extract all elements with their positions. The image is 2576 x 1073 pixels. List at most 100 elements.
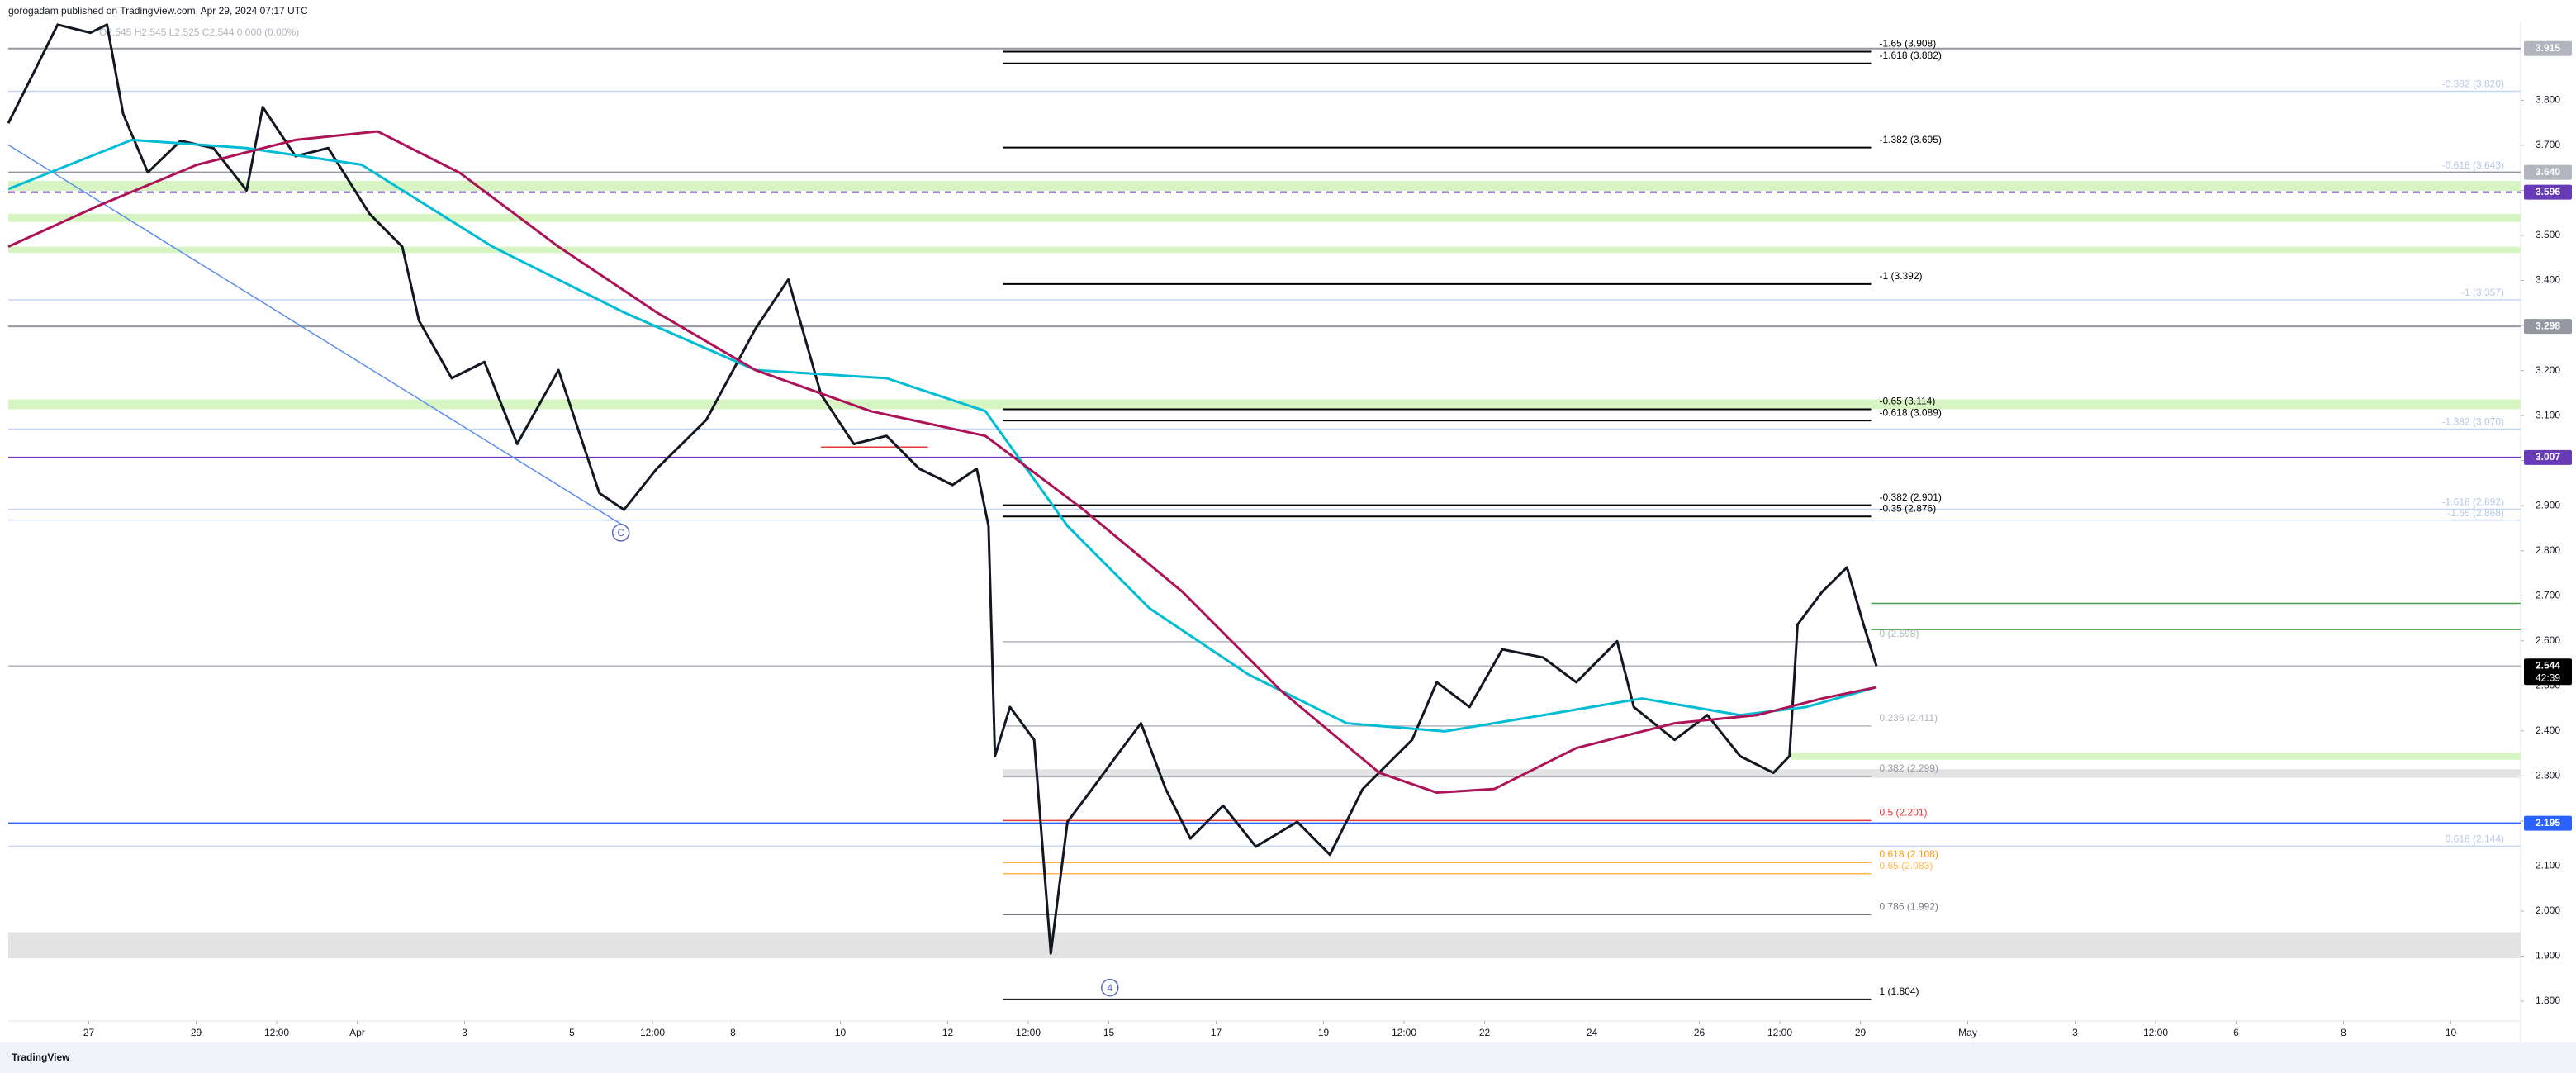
price-box bbox=[2524, 164, 2572, 180]
x-tick-label: 12:00 bbox=[1016, 1027, 1041, 1038]
price-box bbox=[2524, 319, 2572, 335]
y-tick-label: 3.100 bbox=[2536, 409, 2560, 420]
x-tick-label: 6 bbox=[2233, 1027, 2239, 1038]
level-note: 0.618 (2.144) bbox=[2446, 833, 2504, 845]
y-tick-label: 1.900 bbox=[2536, 950, 2560, 961]
x-tick-label: 15 bbox=[1103, 1027, 1115, 1038]
fib-label: 0.382 (2.299) bbox=[1880, 762, 1938, 774]
fib-label: -0.618 (3.089) bbox=[1880, 406, 1942, 418]
annotation-circle bbox=[1101, 978, 1119, 997]
x-tick-label: 10 bbox=[835, 1027, 847, 1038]
fib-label: 0.786 (1.992) bbox=[1880, 900, 1938, 912]
y-tick-label: 3.400 bbox=[2536, 274, 2560, 286]
zone bbox=[8, 246, 2521, 254]
x-tick-label: 10 bbox=[2446, 1027, 2457, 1038]
y-tick-label: 2.300 bbox=[2536, 770, 2560, 781]
fib-label: 0.5 (2.201) bbox=[1880, 807, 1928, 819]
ohlc: O2.545 H2.545 L2.525 C2.544 0.000 (0.00%… bbox=[99, 26, 299, 38]
y-tick-label: 3.700 bbox=[2536, 139, 2560, 150]
y-tick-label: 1.800 bbox=[2536, 995, 2560, 1006]
publisher: gorogadam published on TradingView.com, … bbox=[8, 5, 308, 17]
level-note: -1 (3.357) bbox=[2461, 287, 2504, 298]
x-tick-label: 3 bbox=[2072, 1027, 2078, 1038]
fib-label: -1.618 (3.882) bbox=[1880, 50, 1942, 61]
x-tick-label: 12:00 bbox=[264, 1027, 289, 1038]
price-box bbox=[2524, 184, 2572, 200]
fib-label: 0.236 (2.411) bbox=[1880, 712, 1938, 724]
price-box bbox=[2524, 658, 2572, 686]
level-note: -0.618 (3.643) bbox=[2442, 159, 2504, 171]
price-box-label: 3.596 bbox=[2536, 186, 2560, 197]
x-tick-label: 17 bbox=[1211, 1027, 1222, 1038]
fib-label: -0.65 (3.114) bbox=[1880, 396, 1936, 407]
price-box-label: 3.915 bbox=[2536, 42, 2560, 54]
price-box-label: 2.195 bbox=[2536, 817, 2560, 828]
y-tick-label: 2.900 bbox=[2536, 499, 2560, 510]
zone bbox=[8, 213, 2521, 222]
x-tick-label: 29 bbox=[191, 1027, 202, 1038]
y-tick-label: 2.400 bbox=[2536, 724, 2560, 736]
level-note: -1.618 (2.892) bbox=[2442, 496, 2504, 508]
price-line bbox=[7, 23, 1878, 955]
zone bbox=[8, 399, 2521, 410]
zone bbox=[1791, 753, 2521, 760]
level-note: -0.382 (3.820) bbox=[2442, 78, 2504, 90]
price-box-label: 3.298 bbox=[2536, 320, 2560, 331]
countdown: 42:39 bbox=[2536, 672, 2560, 683]
y-tick-label: 2.700 bbox=[2536, 589, 2560, 601]
fib-label: 1 (1.804) bbox=[1880, 985, 1919, 997]
fib-label: -1.382 (3.695) bbox=[1880, 134, 1942, 145]
fib-label: -1 (3.392) bbox=[1880, 270, 1923, 282]
price-box-label: 3.007 bbox=[2536, 451, 2560, 463]
zone bbox=[8, 932, 2521, 959]
y-tick-label: 3.500 bbox=[2536, 229, 2560, 240]
x-tick-label: May bbox=[1958, 1027, 1977, 1038]
x-tick-label: Apr bbox=[349, 1027, 365, 1038]
fib-label: -0.35 (2.876) bbox=[1880, 502, 1937, 514]
fib-label: -1.65 (3.908) bbox=[1880, 38, 1937, 50]
x-tick-label: 12:00 bbox=[2143, 1027, 2168, 1038]
x-tick-label: 8 bbox=[730, 1027, 736, 1038]
x-tick-label: 12:00 bbox=[640, 1027, 665, 1038]
x-tick-label: 29 bbox=[1855, 1027, 1867, 1038]
annotation-circle bbox=[611, 524, 630, 542]
y-tick-label: 3.200 bbox=[2536, 364, 2560, 376]
fib-label: 0.65 (2.083) bbox=[1880, 860, 1933, 871]
trendline bbox=[7, 144, 624, 527]
price-box bbox=[2524, 449, 2572, 465]
y-tick-label: 2.100 bbox=[2536, 860, 2560, 871]
fib-label: 0.618 (2.108) bbox=[1880, 848, 1938, 860]
annotation: 4 bbox=[1107, 982, 1112, 994]
x-tick-label: 5 bbox=[569, 1027, 575, 1038]
x-tick-label: 12:00 bbox=[1767, 1027, 1792, 1038]
x-tick-label: 24 bbox=[1587, 1027, 1598, 1038]
fib-label: -0.382 (2.901) bbox=[1880, 491, 1942, 503]
x-tick-label: 22 bbox=[1479, 1027, 1491, 1038]
zone bbox=[8, 181, 2521, 192]
x-tick-label: 27 bbox=[83, 1027, 95, 1038]
x-tick-label: 3 bbox=[462, 1027, 467, 1038]
y-tick-label: 2.600 bbox=[2536, 634, 2560, 646]
x-tick-label: 12 bbox=[942, 1027, 954, 1038]
y-tick-label: 2.000 bbox=[2536, 904, 2560, 916]
level-note: -1.65 (2.868) bbox=[2447, 507, 2504, 519]
zone bbox=[1003, 769, 2521, 778]
footer-brand: TradingView bbox=[12, 1052, 70, 1063]
price-box-label: 3.640 bbox=[2536, 166, 2560, 178]
x-tick-label: 19 bbox=[1318, 1027, 1330, 1038]
y-tick-label: 3.800 bbox=[2536, 94, 2560, 106]
price-line bbox=[7, 138, 1877, 733]
footer-bar bbox=[0, 1042, 2576, 1073]
x-tick-label: 26 bbox=[1694, 1027, 1705, 1038]
price-line bbox=[7, 130, 1877, 795]
y-tick-label: 2.800 bbox=[2536, 544, 2560, 556]
x-tick-label: 12:00 bbox=[1392, 1027, 1416, 1038]
fib-label: 0 (2.598) bbox=[1880, 628, 1919, 639]
x-tick-label: 8 bbox=[2341, 1027, 2346, 1038]
price-box bbox=[2524, 815, 2572, 831]
price-box bbox=[2524, 40, 2572, 56]
price-box-label: 2.544 bbox=[2536, 659, 2560, 671]
